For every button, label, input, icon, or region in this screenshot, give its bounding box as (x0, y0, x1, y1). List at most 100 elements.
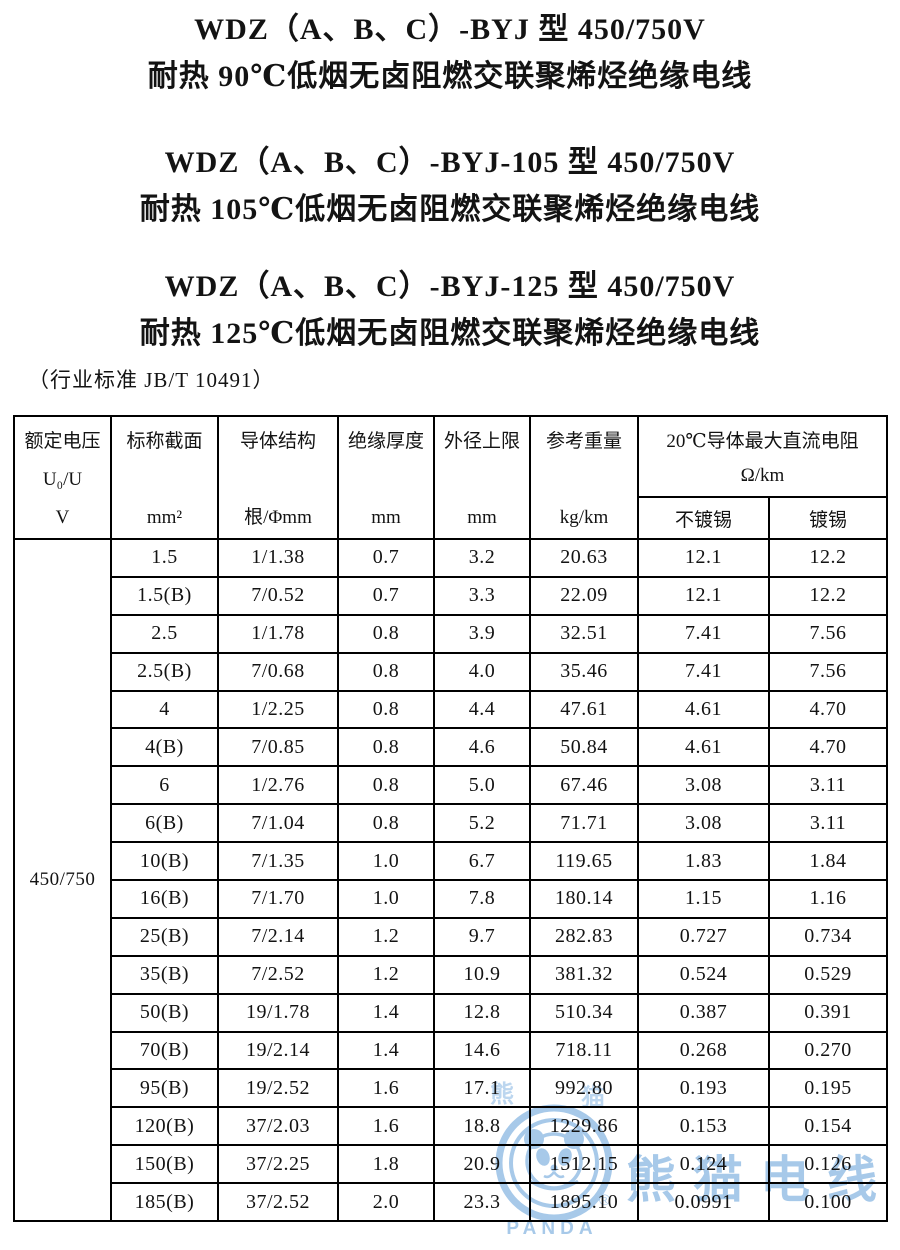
table-cell: 0.8 (337, 727, 435, 768)
table-cell: 25(B) (110, 916, 219, 957)
table-cell: 32.51 (529, 613, 639, 654)
table-cell: 1.16 (767, 879, 889, 919)
table-cell: 50.84 (529, 727, 639, 768)
table-cell: 19/2.52 (217, 1068, 339, 1109)
header-tinned: 镀锡 (767, 496, 889, 540)
table-cell: 3.2 (433, 538, 531, 578)
header-od-upper-limit: 外径上限 . mm (433, 415, 531, 540)
table-cell: 6.7 (433, 841, 531, 882)
table-cell: 7.56 (767, 651, 889, 692)
table-cell: 2.0 (337, 1182, 435, 1223)
table-cell: 18.8 (433, 1106, 531, 1147)
table-cell: 120(B) (110, 1106, 219, 1147)
table-cell: 992.80 (529, 1068, 639, 1109)
table-cell: 3.08 (637, 803, 770, 844)
table-row: 150(B) 37/2.25 1.8 20.9 1512.15 0.124 0.126 (14, 1144, 889, 1185)
table-cell: 1/2.76 (217, 765, 339, 806)
table-row: 2.5(B) 7/0.68 0.8 4.0 35.46 7.41 7.56 (14, 651, 889, 692)
table-cell: 0.8 (337, 689, 435, 730)
header-untinned: 不镀锡 (637, 496, 770, 540)
table-cell: 1.0 (337, 879, 435, 919)
table-cell: 37/2.52 (217, 1182, 339, 1223)
table-cell: 10(B) (110, 841, 219, 882)
table-cell: 1.15 (637, 879, 770, 919)
table-cell: 0.8 (337, 651, 435, 692)
table-row: 25(B) 7/2.14 1.2 9.7 282.83 0.727 0.734 (14, 916, 889, 957)
table-cell: 0.7 (337, 575, 435, 616)
table-cell: 14.6 (433, 1030, 531, 1071)
table-cell: 1.6 (337, 1106, 435, 1147)
table-cell: 1.8 (337, 1144, 435, 1185)
title-block-byj-125: WDZ（A、B、C）-BYJ-125 型 450/750V 耐热 125℃低烟无… (0, 263, 900, 357)
table-cell: 4.61 (637, 727, 770, 768)
table-cell: 4.70 (767, 727, 889, 768)
table-cell: 4(B) (110, 727, 219, 768)
table-cell: 5.0 (433, 765, 531, 806)
table-cell: 4.6 (433, 727, 531, 768)
table-cell: 1.2 (337, 954, 435, 995)
header-label: 绝缘厚度 (347, 431, 424, 452)
table-cell: 35.46 (529, 651, 639, 692)
table-cell: 0.7 (337, 538, 435, 578)
table-cell: 4 (110, 689, 219, 730)
table-cell: 1/2.25 (217, 689, 339, 730)
table-cell: 1.4 (337, 992, 435, 1033)
table-cell: 4.0 (433, 651, 531, 692)
header-symbol: U₀/U (42, 469, 83, 490)
table-cell: 381.32 (529, 954, 639, 995)
table-cell: 0.8 (337, 613, 435, 654)
table-cell: 10.9 (433, 954, 531, 995)
table-cell: 9.7 (433, 916, 531, 957)
table-row: 120(B) 37/2.03 1.6 18.8 1229.86 0.153 0.154 (14, 1106, 889, 1147)
table-cell: 1.84 (767, 841, 889, 882)
table-cell: 5.2 (433, 803, 531, 844)
table-cell: 7/0.52 (217, 575, 339, 616)
table-cell: 1512.15 (529, 1144, 639, 1185)
table-cell: 0.154 (767, 1106, 889, 1147)
header-label: 导体结构 (239, 431, 316, 452)
table-cell: 1895.10 (529, 1182, 639, 1223)
table-cell: 47.61 (529, 689, 639, 730)
table-cell: 35(B) (110, 954, 219, 995)
table-cell: 20.63 (529, 538, 639, 578)
header-unit: mm (467, 507, 497, 528)
table-cell: 0.524 (637, 954, 770, 995)
table-cell: 7.56 (767, 613, 889, 654)
table-cell: 7/1.70 (217, 879, 339, 919)
table-cell: 0.8 (337, 803, 435, 844)
table-cell: 12.2 (767, 538, 889, 578)
table-cell: 4.4 (433, 689, 531, 730)
header-dc-resistance: 20℃导体最大直流电阻 Ω/km (636, 414, 889, 499)
table-cell: 7/1.35 (217, 841, 339, 882)
table-cell: 1.0 (337, 841, 435, 882)
table-cell: 150(B) (110, 1144, 219, 1185)
table-cell: 1/1.38 (217, 538, 339, 578)
table-cell: 0.100 (767, 1182, 889, 1223)
table-cell: 37/2.03 (217, 1106, 339, 1147)
header-unit: V (55, 507, 70, 528)
table-cell: 7.8 (433, 879, 531, 919)
table-row: 6 1/2.76 0.8 5.0 67.46 3.08 3.11 (14, 765, 889, 806)
table-cell: 67.46 (529, 765, 639, 806)
table-cell: 4.70 (767, 689, 889, 730)
table-cell: 70(B) (110, 1030, 219, 1071)
header-label: 额定电压 (24, 431, 101, 452)
table-row: 6(B) 7/1.04 0.8 5.2 71.71 3.08 3.11 (14, 803, 889, 844)
table-cell: 1.5 (110, 538, 219, 578)
title-desc-line: 耐热 90℃低烟无卤阻燃交联聚烯烃绝缘电线 (147, 60, 753, 93)
header-label: 参考重量 (545, 431, 622, 452)
voltage-cell: 450/750 (13, 537, 112, 1223)
table-row: 70(B) 19/2.14 1.4 14.6 718.11 0.268 0.270 (14, 1030, 889, 1071)
table-row: 4(B) 7/0.85 0.8 4.6 50.84 4.61 4.70 (14, 727, 889, 768)
table-cell: 4.61 (637, 689, 770, 730)
table-cell: 0.8 (337, 765, 435, 806)
table-cell: 119.65 (529, 841, 639, 882)
table-row: 1.5(B) 7/0.52 0.7 3.3 22.09 12.1 12.2 (14, 575, 889, 616)
table-cell: 3.08 (637, 765, 770, 806)
header-nominal-section: 标称截面 . mm² (110, 415, 219, 540)
header-conductor-structure: 导体结构 . 根/Φmm (217, 415, 339, 540)
table-cell: 7/1.04 (217, 803, 339, 844)
table-cell: 6(B) (110, 803, 219, 844)
table-cell: 7.41 (637, 651, 770, 692)
table-cell: 7.41 (637, 613, 770, 654)
